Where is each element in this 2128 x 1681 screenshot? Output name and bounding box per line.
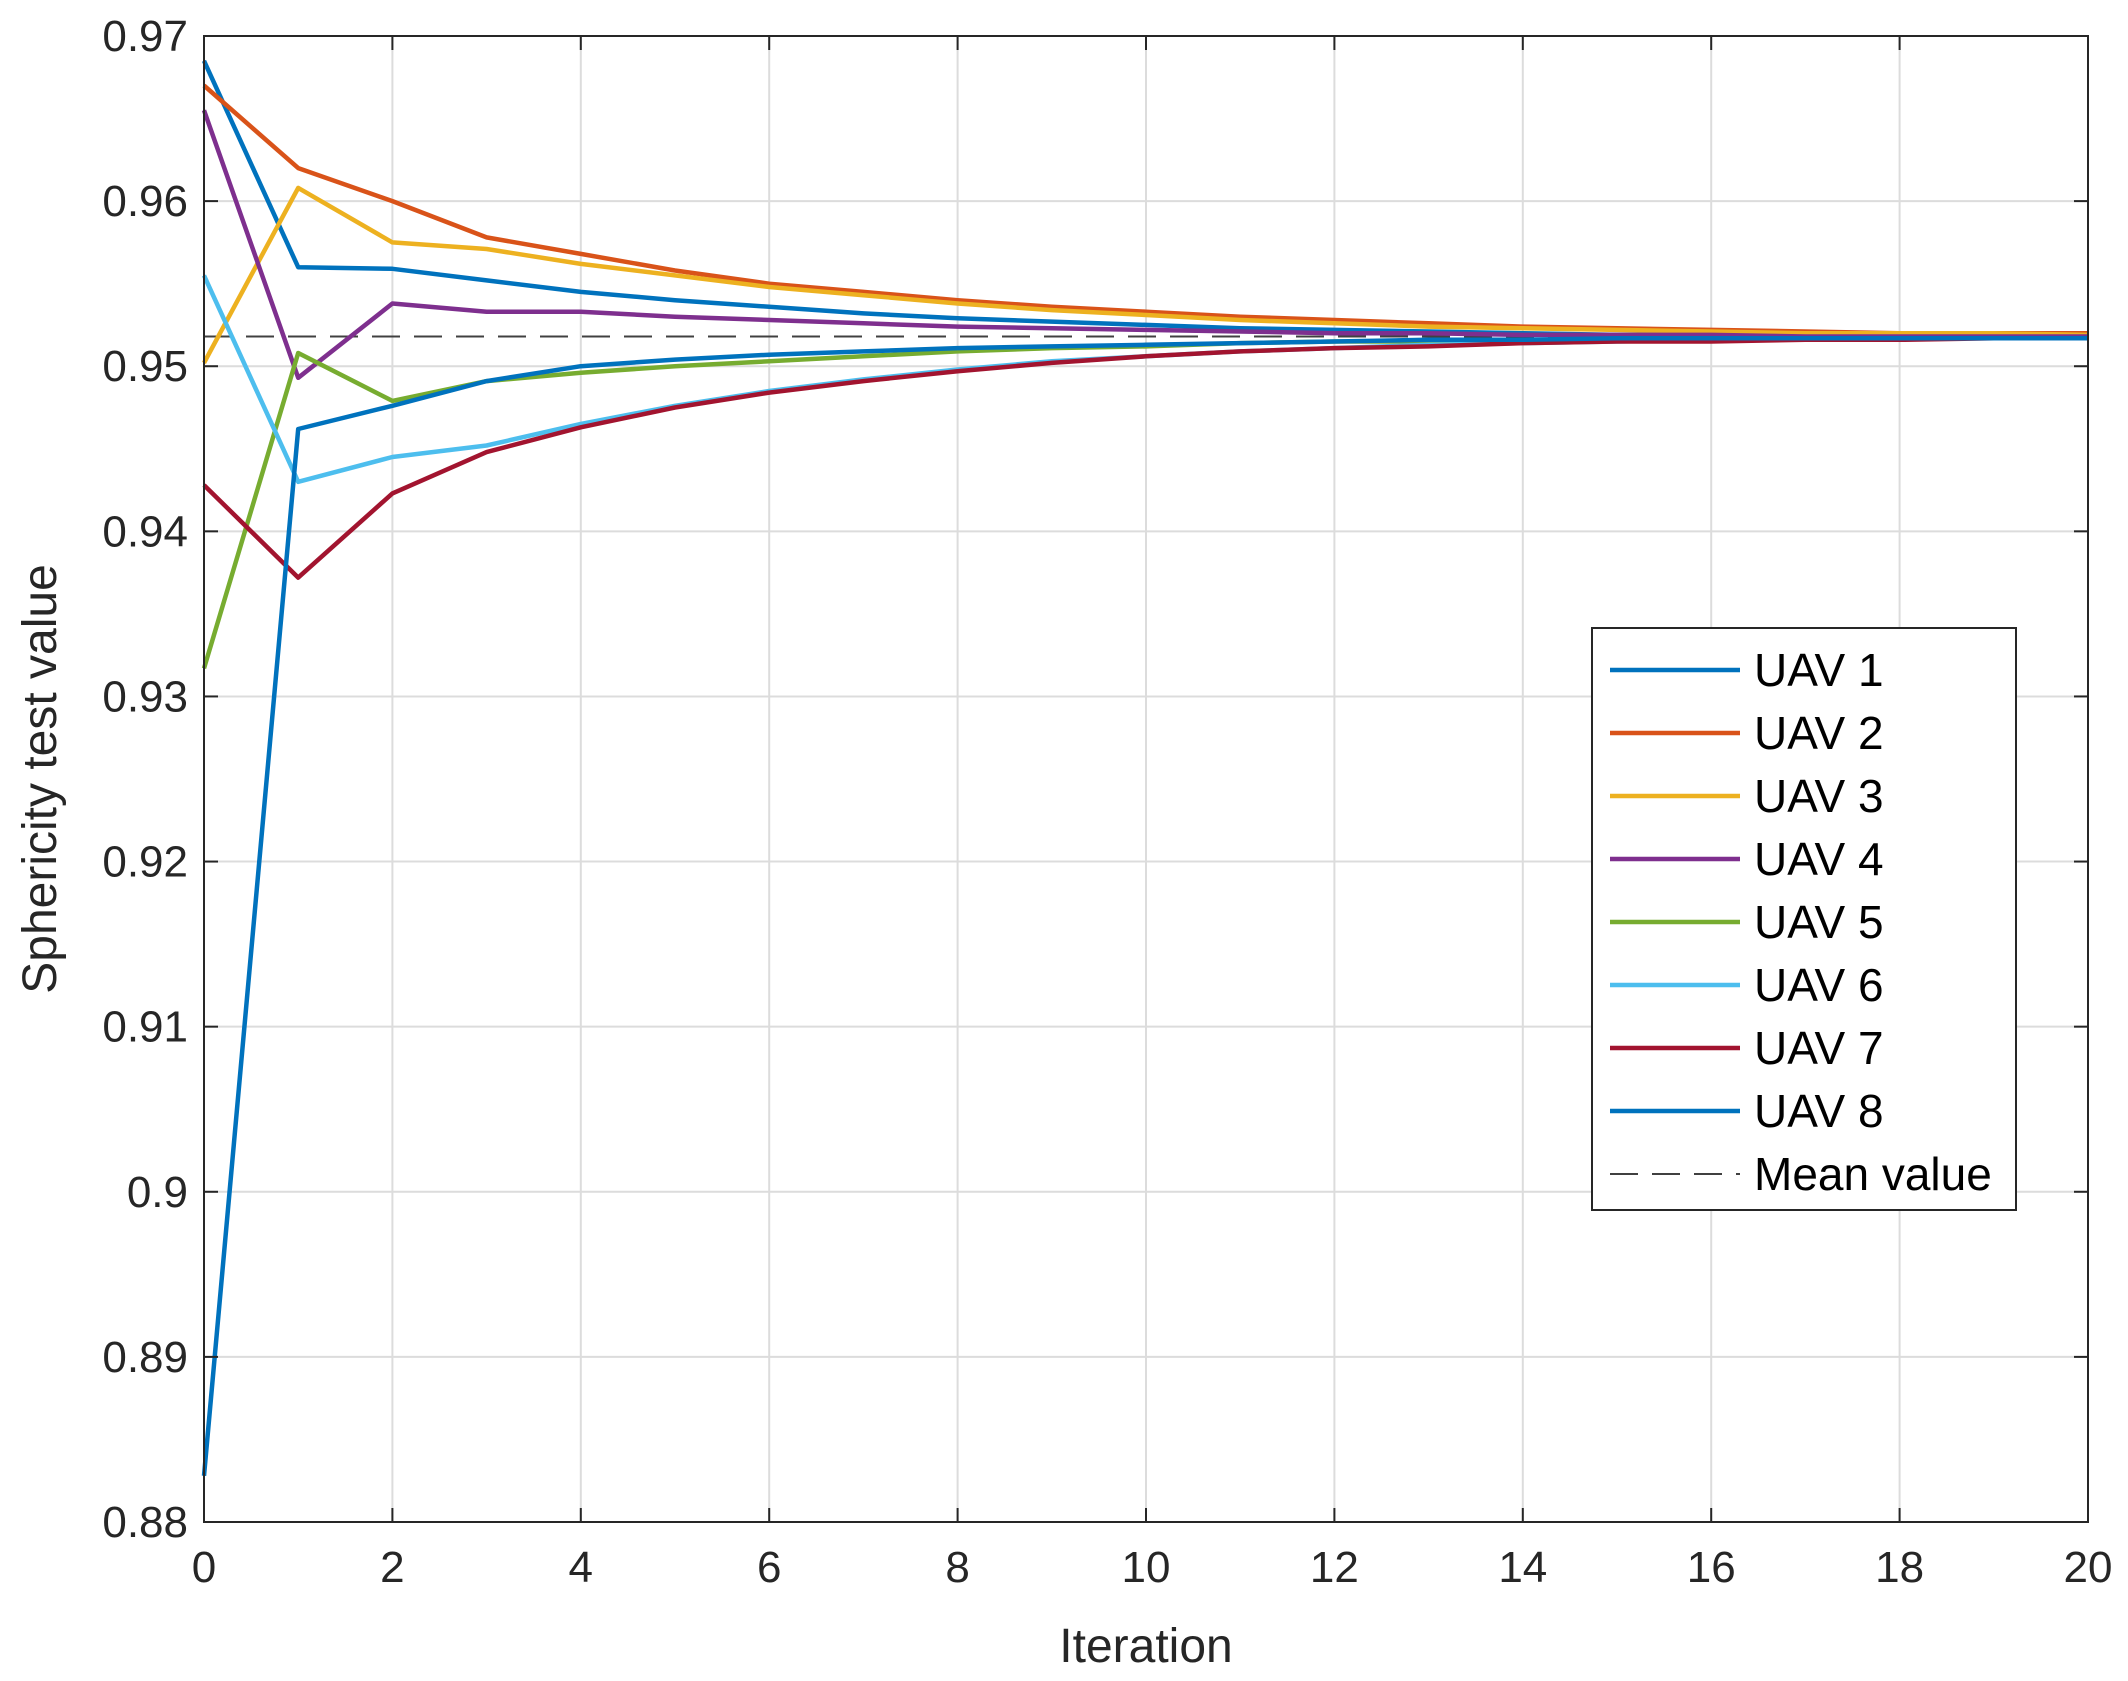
x-tick-label: 4 — [569, 1543, 593, 1592]
legend-label-7: UAV 7 — [1754, 1022, 1884, 1074]
x-tick-label: 14 — [1498, 1543, 1547, 1592]
y-tick-label: 0.89 — [102, 1333, 188, 1382]
legend-label-6: UAV 6 — [1754, 959, 1884, 1011]
x-tick-label: 20 — [2064, 1543, 2113, 1592]
legend-label-2: UAV 2 — [1754, 707, 1884, 759]
series-line-8 — [201, 335, 2088, 1477]
x-tick-label: 10 — [1122, 1543, 1171, 1592]
axes — [203, 35, 2089, 1523]
plot-series — [201, 59, 2089, 1477]
x-tick-label: 12 — [1310, 1543, 1359, 1592]
y-tick-label: 0.9 — [127, 1168, 188, 1217]
x-axis-label: Iteration — [1059, 1620, 1232, 1673]
legend-label-5: UAV 5 — [1754, 896, 1884, 948]
y-tick-label: 0.97 — [102, 12, 188, 61]
y-tick-label: 0.94 — [102, 507, 188, 556]
y-tick-label: 0.95 — [102, 342, 188, 391]
y-tick-label: 0.93 — [102, 672, 188, 721]
y-tick-label: 0.96 — [102, 177, 188, 226]
x-tick-label: 18 — [1875, 1543, 1924, 1592]
y-tick-label: 0.88 — [102, 1498, 188, 1547]
legend-label-1: UAV 1 — [1754, 644, 1884, 696]
y-tick-label: 0.91 — [102, 1003, 188, 1052]
legend: UAV 1 UAV 2 UAV 3 UAV 4 UAV 5 UAV 6 UAV 7 UAV 8… — [1591, 627, 2017, 1211]
y-axis-label: Sphericity test value — [14, 564, 67, 994]
legend-label-3: UAV 3 — [1754, 770, 1884, 822]
series-line-3 — [202, 185, 2089, 364]
x-tick-label: 8 — [945, 1543, 969, 1592]
y-tick-label: 0.92 — [102, 838, 188, 887]
legend-label-8: UAV 8 — [1754, 1085, 1884, 1137]
x-tick-label: 2 — [380, 1543, 404, 1592]
legend-label-9: Mean value — [1754, 1148, 1992, 1200]
tick-labels: 0 2 4 6 8 10 12 14 16 18 20 0.88 0.89 0.9 0.91 0.92 0.93… — [102, 12, 2112, 1592]
x-tick-label: 6 — [757, 1543, 781, 1592]
x-tick-label: 16 — [1687, 1543, 1736, 1592]
legend-label-4: UAV 4 — [1754, 833, 1884, 885]
axes-box — [203, 35, 2089, 1523]
x-tick-label: 0 — [192, 1543, 216, 1592]
